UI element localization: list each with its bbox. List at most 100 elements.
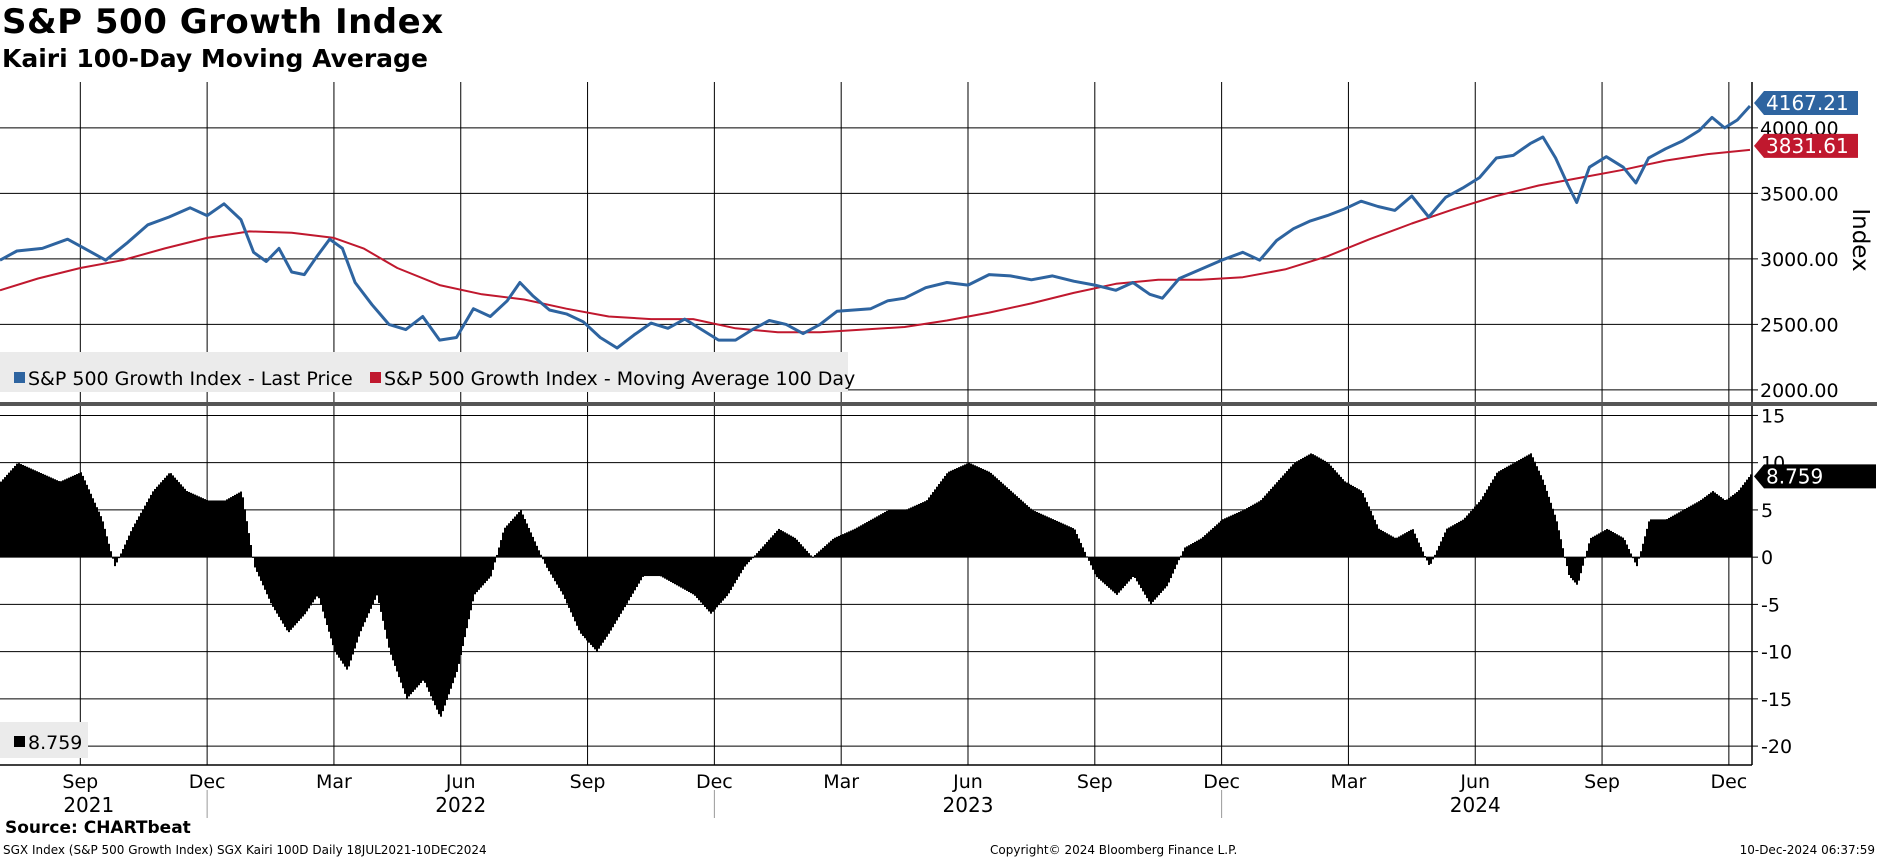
kairi-bar [38,472,40,558]
kairi-bar [10,470,12,558]
kairi-bar [1322,459,1324,558]
kairi-bar [1146,557,1148,599]
kairi-bar [512,518,514,558]
kairi-bar [702,557,704,605]
kairi-last-value-tag-bg [1754,464,1876,489]
kairi-bar [1680,511,1682,558]
x-year-label: 2022 [435,793,486,817]
kairi-bar [114,557,116,567]
kairi-bar [986,470,988,558]
kairi-bar [178,482,180,558]
kairi-bar [1102,557,1104,583]
kairi-bar [886,510,888,558]
kairi-bar [44,474,46,558]
kairi-bar [1076,534,1078,558]
kairi-bar [164,477,166,558]
kairi-bar [1584,557,1586,559]
kairi-bar [1406,532,1408,558]
kairi-bar [146,502,148,558]
kairi-bar [1386,533,1388,558]
kairi-bar [508,523,510,558]
kairi-bar [964,464,966,558]
kairi-bar [1302,457,1304,558]
kairi-bar [788,534,790,558]
kairi-bar [174,477,176,558]
kairi-bar [22,464,24,558]
kairi-bar [74,474,76,558]
kairi-bar [1402,534,1404,558]
kairi-bar [1482,496,1484,558]
kairi-bar [1352,485,1354,558]
kairi-bar [904,509,906,558]
kairi-bar [1568,557,1570,575]
kairi-bar [1390,535,1392,558]
kairi-bar [930,494,932,558]
kairi-bar [496,554,498,558]
kairi-bar [830,540,832,558]
kairi-bar [1176,557,1178,565]
kairi-bar [1134,557,1136,578]
kairi-bar [736,557,738,580]
kairi-bar [936,486,938,558]
kairi-bar [1300,459,1302,558]
kairi-bar [1012,492,1014,558]
kairi-bar [388,557,390,648]
kairi-bar [970,463,972,558]
kairi-bar [384,557,386,630]
kairi-bar [432,557,434,701]
kairi-bar [198,496,200,558]
kairi-bar [724,557,726,599]
kairi-bar [400,557,402,683]
kairi-bar [286,557,288,631]
kairi-bar [1524,456,1526,558]
x-month-label: Dec [189,771,226,793]
kairi-bar [476,557,478,593]
kairi-bar [1088,557,1090,561]
kairi-bar [1704,496,1706,558]
kairi-bar [1094,557,1096,575]
kairi-bar [252,556,254,558]
kairi-bar [948,471,950,558]
kairi-bar [1638,557,1640,559]
kairi-bar [440,557,442,717]
kairi-bar [300,557,302,619]
chart-title: S&P 500 Growth Index [2,2,444,42]
kairi-bar [1316,456,1318,558]
kairi-bar [630,557,632,598]
kairi-bar [478,557,480,590]
kairi-bar [1712,491,1714,558]
kairi-bar [1190,544,1192,558]
kairi-bar [1564,557,1566,559]
kairi-bar [828,542,830,558]
kairi-bar [1442,536,1444,558]
kairi-bar [1728,497,1730,558]
kairi-bar [340,557,342,661]
kairi-bar [404,557,406,694]
kairi-bar [1216,524,1218,558]
kairi-bar [552,557,554,578]
kairi-bar [98,511,100,558]
kairi-bar [642,557,644,577]
kairi-bar [1110,557,1112,590]
kairi-bar [514,516,516,558]
kairi-bar [428,557,430,692]
kairi-bar [1548,496,1550,558]
kairi-bar [346,557,348,670]
kairi-bar [866,522,868,558]
kairi-bar [1344,481,1346,558]
kairi-bar [254,557,256,568]
kairi-bar [1126,557,1128,584]
kairi-bar [380,557,382,612]
kairi-bar [1514,462,1516,558]
kairi-bar [988,471,990,558]
kairi-bar [168,473,170,558]
kairi-bar [938,484,940,558]
kairi-bar [860,525,862,558]
kairi-bar [1342,479,1344,558]
kairi-bar [1412,529,1414,558]
kairi-bar [596,557,598,652]
kairi-bar [770,537,772,558]
bottom-ytick-label: 0 [1761,547,1773,569]
bottom-ytick-label: -15 [1761,689,1792,711]
kairi-bar [714,557,716,610]
